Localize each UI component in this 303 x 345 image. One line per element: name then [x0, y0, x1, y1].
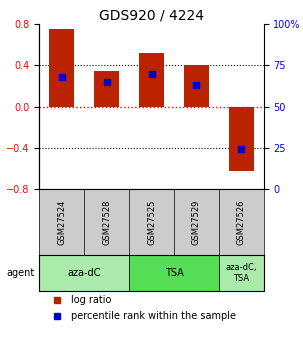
Point	[194, 82, 199, 88]
Text: percentile rank within the sample: percentile rank within the sample	[71, 311, 236, 321]
Text: GSM27525: GSM27525	[147, 199, 156, 245]
Text: aza-dC: aza-dC	[68, 268, 101, 278]
Text: GSM27528: GSM27528	[102, 199, 111, 245]
Bar	[219, 255, 264, 291]
Text: log ratio: log ratio	[71, 295, 111, 305]
Title: GDS920 / 4224: GDS920 / 4224	[99, 9, 204, 23]
Point	[59, 74, 64, 80]
Text: aza-dC,
TSA: aza-dC, TSA	[225, 264, 257, 283]
Bar	[39, 255, 129, 291]
Text: GSM27529: GSM27529	[192, 199, 201, 245]
Bar	[229, 107, 254, 170]
Point	[104, 79, 109, 85]
Point	[149, 71, 154, 76]
Text: TSA: TSA	[165, 268, 183, 278]
Point	[239, 147, 244, 152]
Bar	[184, 66, 209, 107]
Text: GSM27526: GSM27526	[237, 199, 246, 245]
Bar	[94, 70, 119, 107]
Bar	[139, 53, 164, 107]
Text: agent: agent	[7, 268, 35, 278]
Bar	[129, 255, 219, 291]
Bar	[49, 29, 74, 107]
Text: GSM27524: GSM27524	[57, 199, 66, 245]
